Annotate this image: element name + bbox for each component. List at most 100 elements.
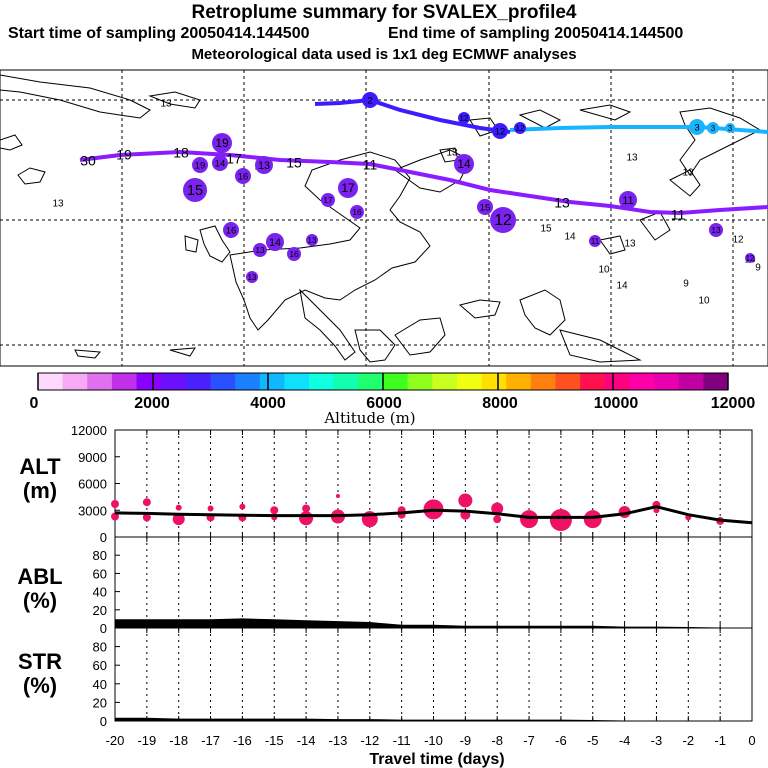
plume-bubble-label: 3: [694, 123, 699, 134]
colorbar-swatch: [580, 373, 606, 390]
plume-bubble-label: 16: [289, 249, 299, 259]
map-time-label: 13: [160, 99, 172, 110]
plume-bubble: [246, 271, 258, 283]
colorbar-tick: 2000: [134, 395, 170, 412]
plume-track-light: [509, 125, 768, 134]
colorbar-tick: 0: [30, 395, 39, 412]
str-label-line1: STR: [18, 649, 62, 674]
x-tick-label: -14: [297, 733, 316, 748]
map-coastline: [17, 167, 46, 185]
str-area: [114, 717, 752, 722]
y-tick-label: 0: [100, 530, 107, 545]
map-coastline: [639, 211, 671, 241]
plume-bubble-label: 16: [226, 226, 237, 237]
map-panel: 3019181716151113111315141310149101210913…: [0, 69, 768, 367]
colorbar-swatch: [62, 373, 88, 390]
map-coastline: [0, 134, 23, 151]
met-data-label: Meteorological data used is 1x1 deg ECMW…: [191, 46, 577, 63]
map-time-label: 15: [286, 155, 302, 171]
plume-bubble: [454, 154, 474, 174]
plume-bubble-label: 19: [195, 161, 206, 172]
altitude-marker: [493, 515, 502, 524]
plume-bubble-label: 17: [341, 181, 355, 195]
x-tick-label: -16: [233, 733, 252, 748]
plume-track-upper: [314, 97, 511, 134]
map-time-label: 15: [540, 224, 552, 235]
map-coastline: [519, 289, 566, 336]
y-tick-label: 80: [93, 548, 107, 563]
plume-bubble: [725, 123, 735, 133]
colorbar-swatch: [358, 373, 384, 390]
plume-bubble-label: 17: [323, 195, 333, 205]
map-coastline: [148, 91, 201, 109]
colorbar-tick: 8000: [482, 395, 518, 412]
colorbar-swatch: [506, 373, 532, 390]
plume-bubble-label: 12: [494, 212, 511, 229]
plume-bubble: [255, 156, 273, 174]
map-coastline: [518, 109, 562, 129]
colorbar-swatch: [383, 373, 409, 390]
map-coastline: [579, 104, 632, 121]
plume-bubble-label: 3: [711, 124, 716, 133]
colorbar-swatch: [161, 373, 187, 390]
colorbar-swatch: [432, 373, 458, 390]
x-tick-label: 0: [748, 733, 755, 748]
colorbar-tick: 10000: [594, 395, 639, 412]
x-axis-label: Travel time (days): [369, 751, 504, 768]
altitude-marker: [207, 505, 214, 512]
alt-panel: 12000 9000 6000 3000 0: [71, 423, 753, 545]
x-tick-label: -5: [587, 733, 599, 748]
y-tick-label: 0: [100, 714, 107, 729]
y-tick-label: 40: [93, 585, 107, 600]
x-tick-label: -9: [460, 733, 472, 748]
colorbar-swatch: [309, 373, 335, 390]
altitude-marker: [239, 503, 246, 510]
colorbar-swatch: [235, 373, 261, 390]
map-time-label: 11: [671, 207, 686, 223]
plume-bubble-label: 11: [591, 237, 600, 246]
colorbar-swatch: [481, 373, 507, 390]
plume-bubble: [707, 122, 719, 134]
colorbar-swatch: [678, 373, 704, 390]
plume-bubble-label: 12: [516, 124, 525, 133]
plume-bubble: [492, 123, 508, 139]
plume-bubble: [235, 168, 251, 184]
x-tick-label: -3: [651, 733, 663, 748]
x-tick-label: -4: [619, 733, 631, 748]
plume-bubble-label: 13: [248, 273, 257, 282]
plume-bubble-label: 3: [728, 124, 733, 133]
x-tick-label: -12: [360, 733, 379, 748]
plume-bubble: [192, 157, 208, 173]
altitude-line: [114, 505, 753, 525]
map-time-label: 19: [116, 147, 132, 163]
plume-bubble-label: 13: [711, 225, 721, 235]
x-tick-label: -13: [329, 733, 348, 748]
colorbar-swatch: [456, 373, 483, 390]
x-tick-label: -7: [523, 733, 535, 748]
plume-bubble: [689, 119, 705, 135]
plume-bubble-label: 13: [255, 245, 265, 255]
colorbar-swatch: [703, 373, 729, 390]
x-tick-label: -17: [201, 733, 220, 748]
map-time-label: 13: [626, 153, 638, 164]
colorbar-swatch: [210, 373, 236, 390]
colorbar-swatch: [530, 373, 556, 390]
colorbar-swatch: [111, 373, 138, 390]
plume-bubble: [306, 234, 318, 246]
y-tick-label: 6000: [78, 477, 107, 492]
map-time-label: 14: [564, 232, 576, 243]
plume-bubble-label: 15: [187, 183, 203, 199]
y-tick-label: 9000: [78, 450, 107, 465]
chart-title: Retroplume summary for SVALEX_profile4: [191, 2, 577, 23]
altitude-marker: [142, 498, 151, 507]
map-coastline: [354, 329, 396, 363]
plume-bubble: [338, 178, 358, 198]
plume-bubble: [223, 222, 239, 238]
plume-bubble: [477, 199, 493, 215]
x-tick-label: -1: [714, 733, 726, 748]
y-tick-label: 3000: [78, 503, 107, 518]
plume-bubble: [253, 243, 267, 257]
altitude-marker: [111, 500, 119, 509]
plume-bubble: [709, 223, 723, 237]
